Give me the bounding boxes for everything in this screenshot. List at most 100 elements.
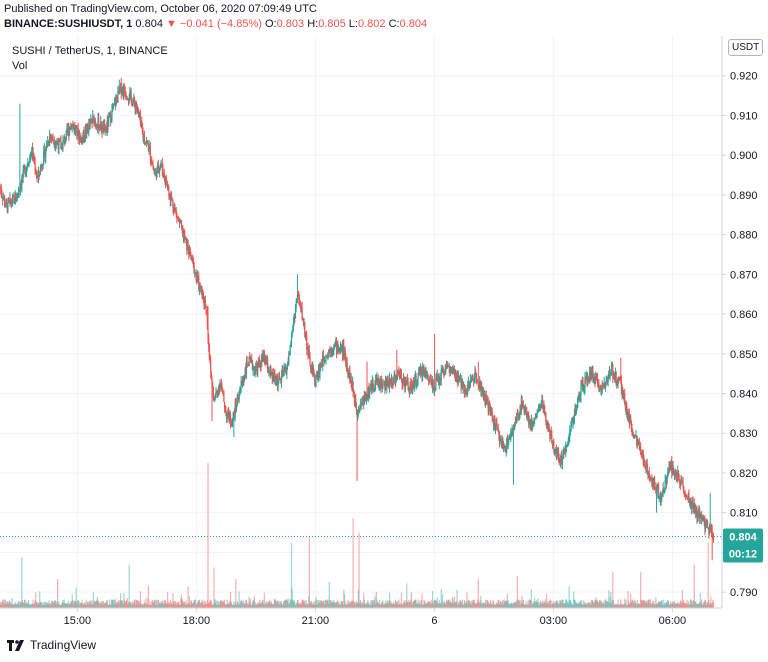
candle-body <box>534 418 536 420</box>
volume-bar <box>30 604 32 608</box>
volume-bar <box>588 602 590 608</box>
candle-body <box>540 403 542 406</box>
volume-bar <box>674 603 676 608</box>
volume-bar <box>248 596 250 608</box>
volume-bar <box>502 604 505 608</box>
candle-body <box>6 203 8 211</box>
volume-bar <box>510 602 513 608</box>
candle-body <box>421 370 423 376</box>
volume-bar <box>405 600 407 608</box>
candle-body <box>567 442 569 445</box>
candle-body <box>609 374 611 377</box>
candle-body <box>602 385 604 387</box>
volume-bar <box>15 603 17 608</box>
volume-bar <box>113 604 115 608</box>
price-axis[interactable]: 0.7900.8000.8100.8200.8300.8400.8500.860… <box>722 71 758 599</box>
price-unit-button[interactable]: USDT <box>728 39 764 56</box>
candle-body <box>240 382 242 388</box>
volume-bar <box>292 601 295 608</box>
volume-bar <box>137 600 139 608</box>
volume-bar <box>510 603 512 608</box>
candle-body <box>335 341 338 353</box>
candle-body <box>276 377 279 386</box>
volume-bar <box>480 595 482 608</box>
candle-body <box>440 369 442 380</box>
candle-body <box>582 381 584 391</box>
published-line: Published on TradingView.com, October 06… <box>4 2 427 17</box>
candle-body <box>103 124 105 133</box>
candle-body <box>697 510 699 518</box>
candle-body <box>618 377 621 380</box>
volume-bar <box>622 605 624 608</box>
candle-body <box>571 420 573 422</box>
volume-bar <box>440 588 442 608</box>
candle-body <box>317 376 319 378</box>
volume-bar <box>520 603 522 608</box>
candle-body <box>555 449 557 452</box>
candle-body <box>642 453 644 461</box>
time-tick-label: 03:00 <box>540 615 568 627</box>
volume-bar <box>164 599 166 608</box>
volume-bar <box>85 599 87 608</box>
volume-bar <box>517 600 519 608</box>
volume-bar <box>263 603 265 608</box>
candle-body <box>299 301 301 303</box>
candle-body <box>170 195 172 201</box>
candle-body <box>267 370 269 373</box>
candle-body <box>100 122 102 131</box>
candle-body <box>20 185 22 187</box>
candle-body <box>447 366 450 368</box>
candle-body <box>594 379 596 383</box>
volume-bar <box>592 602 595 608</box>
candle-body <box>333 344 335 350</box>
footer-brand[interactable]: TradingView <box>6 638 96 652</box>
candle-body <box>441 369 443 371</box>
volume-bar <box>416 603 418 608</box>
volume-bar <box>507 600 509 608</box>
candle-body <box>243 377 246 379</box>
volume-bar <box>139 591 142 608</box>
volume-bar <box>662 599 664 608</box>
candle-body <box>499 440 501 442</box>
candle-body <box>316 374 318 378</box>
volume-bar <box>608 590 610 608</box>
volume-bar <box>69 604 71 608</box>
candle-body <box>432 380 434 389</box>
volume-bar <box>488 603 491 608</box>
candle-body <box>343 351 346 355</box>
candle-body <box>143 136 145 139</box>
candle-body <box>581 385 583 387</box>
volume-bar <box>34 600 36 608</box>
time-tick-label: 18:00 <box>183 615 211 627</box>
candle-body <box>239 387 242 392</box>
candle-body <box>648 473 650 478</box>
candle-body <box>225 412 228 419</box>
volume-bar <box>498 599 500 608</box>
volume-bar <box>198 599 201 608</box>
candle-body <box>237 399 240 401</box>
volume-bar <box>375 603 377 608</box>
volume-bar <box>173 600 175 608</box>
volume-bar <box>10 603 12 608</box>
volume-bar <box>690 599 692 608</box>
volume-bar <box>489 600 491 608</box>
volume-bar <box>579 600 581 608</box>
volume-bar <box>149 605 151 608</box>
volume-bar <box>643 600 645 608</box>
candle-body <box>371 379 373 391</box>
volume-bar <box>655 603 658 608</box>
candle-body <box>500 439 502 441</box>
volume-bar <box>62 599 64 608</box>
candle-body <box>106 127 108 130</box>
volume-bar <box>701 604 703 608</box>
candle-body <box>195 272 197 277</box>
candle-body <box>636 436 638 444</box>
candle-body <box>298 295 300 299</box>
candle-body <box>158 170 160 172</box>
candle-body <box>116 98 118 103</box>
candle-body <box>340 346 342 348</box>
time-axis[interactable]: 15:00 18:00 21:00 6 03:00 06:00 <box>64 608 687 627</box>
candle-body <box>9 198 12 203</box>
volume-bar <box>523 603 525 608</box>
